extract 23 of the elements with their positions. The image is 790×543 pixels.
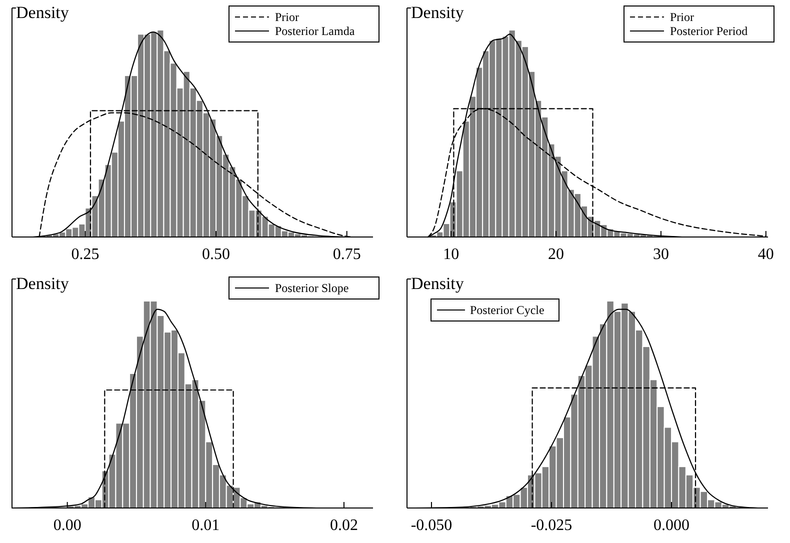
x-tick-label: 0.000: [654, 517, 690, 534]
x-tick-label: 10: [443, 246, 460, 263]
x-tick-label: 20: [548, 246, 564, 263]
legend-label: Posterior Period: [670, 24, 748, 38]
legend-label: Posterior Cycle: [470, 303, 544, 317]
y-axis-title: Density: [16, 274, 70, 293]
x-tick-label: 0.25: [71, 246, 100, 263]
legend-label: Posterior Slope: [275, 281, 349, 295]
y-axis-title: Density: [411, 274, 464, 293]
x-tick-label: 40: [758, 246, 774, 263]
x-tick-label: 0.01: [192, 517, 220, 534]
y-axis-title: Density: [16, 3, 70, 22]
legend-label: Prior: [670, 10, 694, 24]
x-tick-label: -0.025: [530, 517, 572, 534]
legend-label: Prior: [275, 10, 300, 24]
x-tick-label: 0.00: [53, 517, 82, 534]
x-tick-label: 0.50: [202, 246, 230, 263]
y-axis-title: Density: [411, 3, 464, 22]
x-tick-label: 0.75: [332, 246, 361, 263]
x-tick-label: -0.050: [410, 517, 452, 534]
x-tick-label: 30: [652, 246, 669, 263]
x-tick-label: 0.02: [330, 517, 358, 534]
legend-label: Posterior Lamda: [275, 24, 356, 38]
